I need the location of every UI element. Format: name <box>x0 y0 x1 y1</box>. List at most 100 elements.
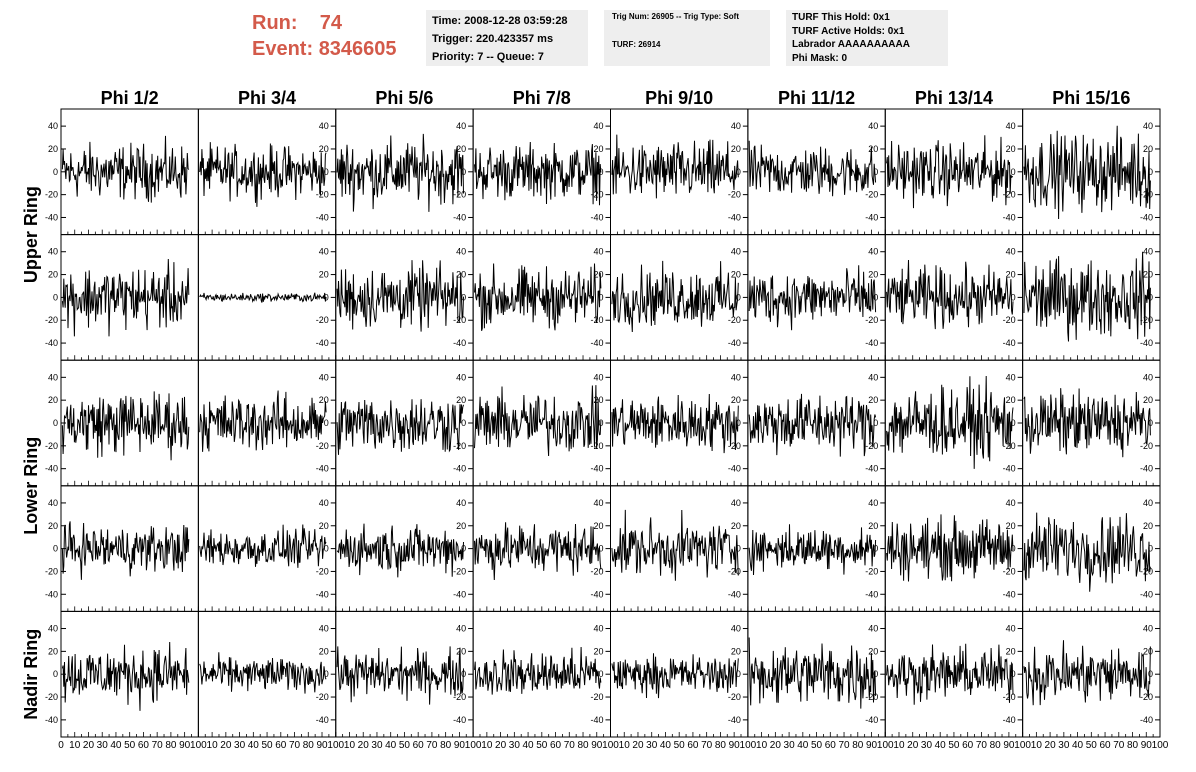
trigger-text: Trigger: 220.423357 ms <box>432 33 554 45</box>
y-tick-label-r3c7-3: 20 <box>1006 395 1016 405</box>
y-tick-label-r3c3-4: 40 <box>456 372 466 382</box>
y-tick-label-r1c3-2: 0 <box>461 167 466 177</box>
y-tick-label-r1c6-4: 40 <box>868 121 878 131</box>
x-tick-label-c2-3: 30 <box>234 740 246 751</box>
y-tick-label-r3c8-4: 40 <box>1143 372 1153 382</box>
y-tick-label-r3c6-0: -40 <box>865 464 878 474</box>
y-tick-label-r1c7-3: 20 <box>1006 144 1016 154</box>
x-tick-label-c6-1: 10 <box>756 740 768 751</box>
waveform-trace-r2c3 <box>336 260 464 332</box>
y-tick-label-r2c5-1: -20 <box>728 315 741 325</box>
x-tick-label-c4-3: 30 <box>509 740 521 751</box>
y-tick-label-r1c6-1: -20 <box>865 190 878 200</box>
y-tick-label-r3c3-3: 20 <box>456 395 466 405</box>
x-tick-label-c7-1: 10 <box>893 740 905 751</box>
y-tick-label-r4c2-4: 40 <box>319 498 329 508</box>
y-tick-label-r4c2-0: -40 <box>316 589 329 599</box>
y-tick-label-r5c2-0: -40 <box>316 715 329 725</box>
y-tick-label-r3c3-0: -40 <box>453 464 466 474</box>
x-tick-label-c6-6: 60 <box>825 740 837 751</box>
y-tick-label-r4c5-2: 0 <box>736 544 741 554</box>
y-tick-label-r3c1-3: 20 <box>48 395 58 405</box>
y-tick-label-r5c8-1: -20 <box>1140 692 1153 702</box>
y-tick-label-r5c6-4: 40 <box>868 624 878 634</box>
y-tick-label-r3c1-4: 40 <box>48 372 58 382</box>
x-tick-label-c6-10: 100 <box>877 740 894 751</box>
y-tick-label-r2c4-3: 20 <box>593 270 603 280</box>
y-tick-label-r5c5-4: 40 <box>731 624 741 634</box>
waveform-trace-r5c1 <box>61 641 190 711</box>
y-tick-label-r5c2-1: -20 <box>316 692 329 702</box>
x-tick-label-c5-10: 100 <box>740 740 757 751</box>
column-title-4: Phi 7/8 <box>513 88 571 108</box>
x-tick-label-c8-9: 90 <box>1141 740 1153 751</box>
waveform-trace-r4c4 <box>474 522 602 581</box>
x-tick-label-c4-5: 50 <box>536 740 548 751</box>
y-tick-label-r3c7-2: 0 <box>1011 418 1016 428</box>
phi-mask-text: Phi Mask: 0 <box>792 52 848 64</box>
y-tick-label-r2c7-0: -40 <box>1003 338 1016 348</box>
y-tick-label-r2c6-2: 0 <box>873 292 878 302</box>
x-tick-label-c1-6: 60 <box>138 740 150 751</box>
y-tick-label-r3c8-3: 20 <box>1143 395 1153 405</box>
trig-info-panel: Trig Num: 26905 -- Trig Type: Soft TURF:… <box>604 10 770 66</box>
waveform-trace-r2c7 <box>886 259 1014 330</box>
y-tick-label-r1c7-0: -40 <box>1003 212 1016 222</box>
y-tick-label-r4c4-1: -20 <box>590 566 603 576</box>
waveform-trace-r5c7 <box>886 643 1014 705</box>
y-tick-label-r2c2-3: 20 <box>319 270 329 280</box>
y-tick-label-r4c8-3: 20 <box>1143 521 1153 531</box>
waveform-trace-r3c7 <box>886 375 1014 469</box>
y-tick-label-r1c5-1: -20 <box>728 190 741 200</box>
y-tick-label-r3c8-0: -40 <box>1140 464 1153 474</box>
x-tick-label-c1-1: 10 <box>69 740 81 751</box>
x-tick-label-c8-1: 10 <box>1031 740 1043 751</box>
x-tick-label-c6-8: 80 <box>852 740 864 751</box>
y-tick-label-r5c4-4: 40 <box>593 624 603 634</box>
y-tick-label-r3c1-0: -40 <box>45 464 58 474</box>
waveform-trace-r3c5 <box>611 393 739 454</box>
y-tick-label-r3c3-1: -20 <box>453 441 466 451</box>
y-tick-label-r2c6-0: -40 <box>865 338 878 348</box>
turf-this-hold-text: TURF This Hold: 0x1 <box>792 12 890 23</box>
y-tick-label-r1c7-1: -20 <box>1003 190 1016 200</box>
y-tick-label-r3c5-3: 20 <box>731 395 741 405</box>
x-tick-label-c5-4: 40 <box>660 740 672 751</box>
y-tick-label-r3c7-0: -40 <box>1003 464 1016 474</box>
y-tick-label-r1c5-4: 40 <box>731 121 741 131</box>
y-tick-label-r2c6-1: -20 <box>865 315 878 325</box>
x-tick-label-c1-7: 70 <box>152 740 164 751</box>
y-tick-label-r2c5-3: 20 <box>731 270 741 280</box>
y-tick-label-r5c2-2: 0 <box>324 669 329 679</box>
waveform-trace-r2c4 <box>474 263 602 331</box>
y-tick-label-r4c5-4: 40 <box>731 498 741 508</box>
x-tick-label-c1-2: 20 <box>83 740 95 751</box>
x-tick-label-c2-7: 70 <box>289 740 301 751</box>
waveform-trace-r5c3 <box>336 646 464 705</box>
y-tick-label-r3c6-2: 0 <box>873 418 878 428</box>
y-tick-label-r3c4-4: 40 <box>593 372 603 382</box>
waveform-trace-r2c6 <box>748 265 877 331</box>
column-title-7: Phi 13/14 <box>915 88 993 108</box>
y-tick-label-r5c8-3: 20 <box>1143 646 1153 656</box>
y-tick-label-r3c1-1: -20 <box>45 441 58 451</box>
column-title-5: Phi 9/10 <box>645 88 713 108</box>
x-tick-label-c5-5: 50 <box>674 740 686 751</box>
x-tick-label-c2-10: 100 <box>327 740 344 751</box>
y-tick-label-r5c1-3: 20 <box>48 646 58 656</box>
y-tick-label-r4c4-4: 40 <box>593 498 603 508</box>
y-tick-label-r2c1-3: 20 <box>48 270 58 280</box>
y-tick-label-r5c5-1: -20 <box>728 692 741 702</box>
y-tick-label-r4c3-0: -40 <box>453 589 466 599</box>
y-tick-label-r3c2-4: 40 <box>319 372 329 382</box>
waveform-trace-r3c3 <box>336 399 464 455</box>
y-tick-label-r5c6-1: -20 <box>865 692 878 702</box>
run-label: Run: <box>252 12 298 34</box>
x-tick-label-c7-6: 60 <box>962 740 974 751</box>
y-tick-label-r3c6-3: 20 <box>868 395 878 405</box>
waveform-trace-r2c1 <box>61 258 190 337</box>
y-tick-label-r4c5-0: -40 <box>728 589 741 599</box>
waveform-trace-r5c5 <box>611 653 739 699</box>
event-value: 8346605 <box>318 38 397 60</box>
y-tick-label-r5c5-3: 20 <box>731 646 741 656</box>
